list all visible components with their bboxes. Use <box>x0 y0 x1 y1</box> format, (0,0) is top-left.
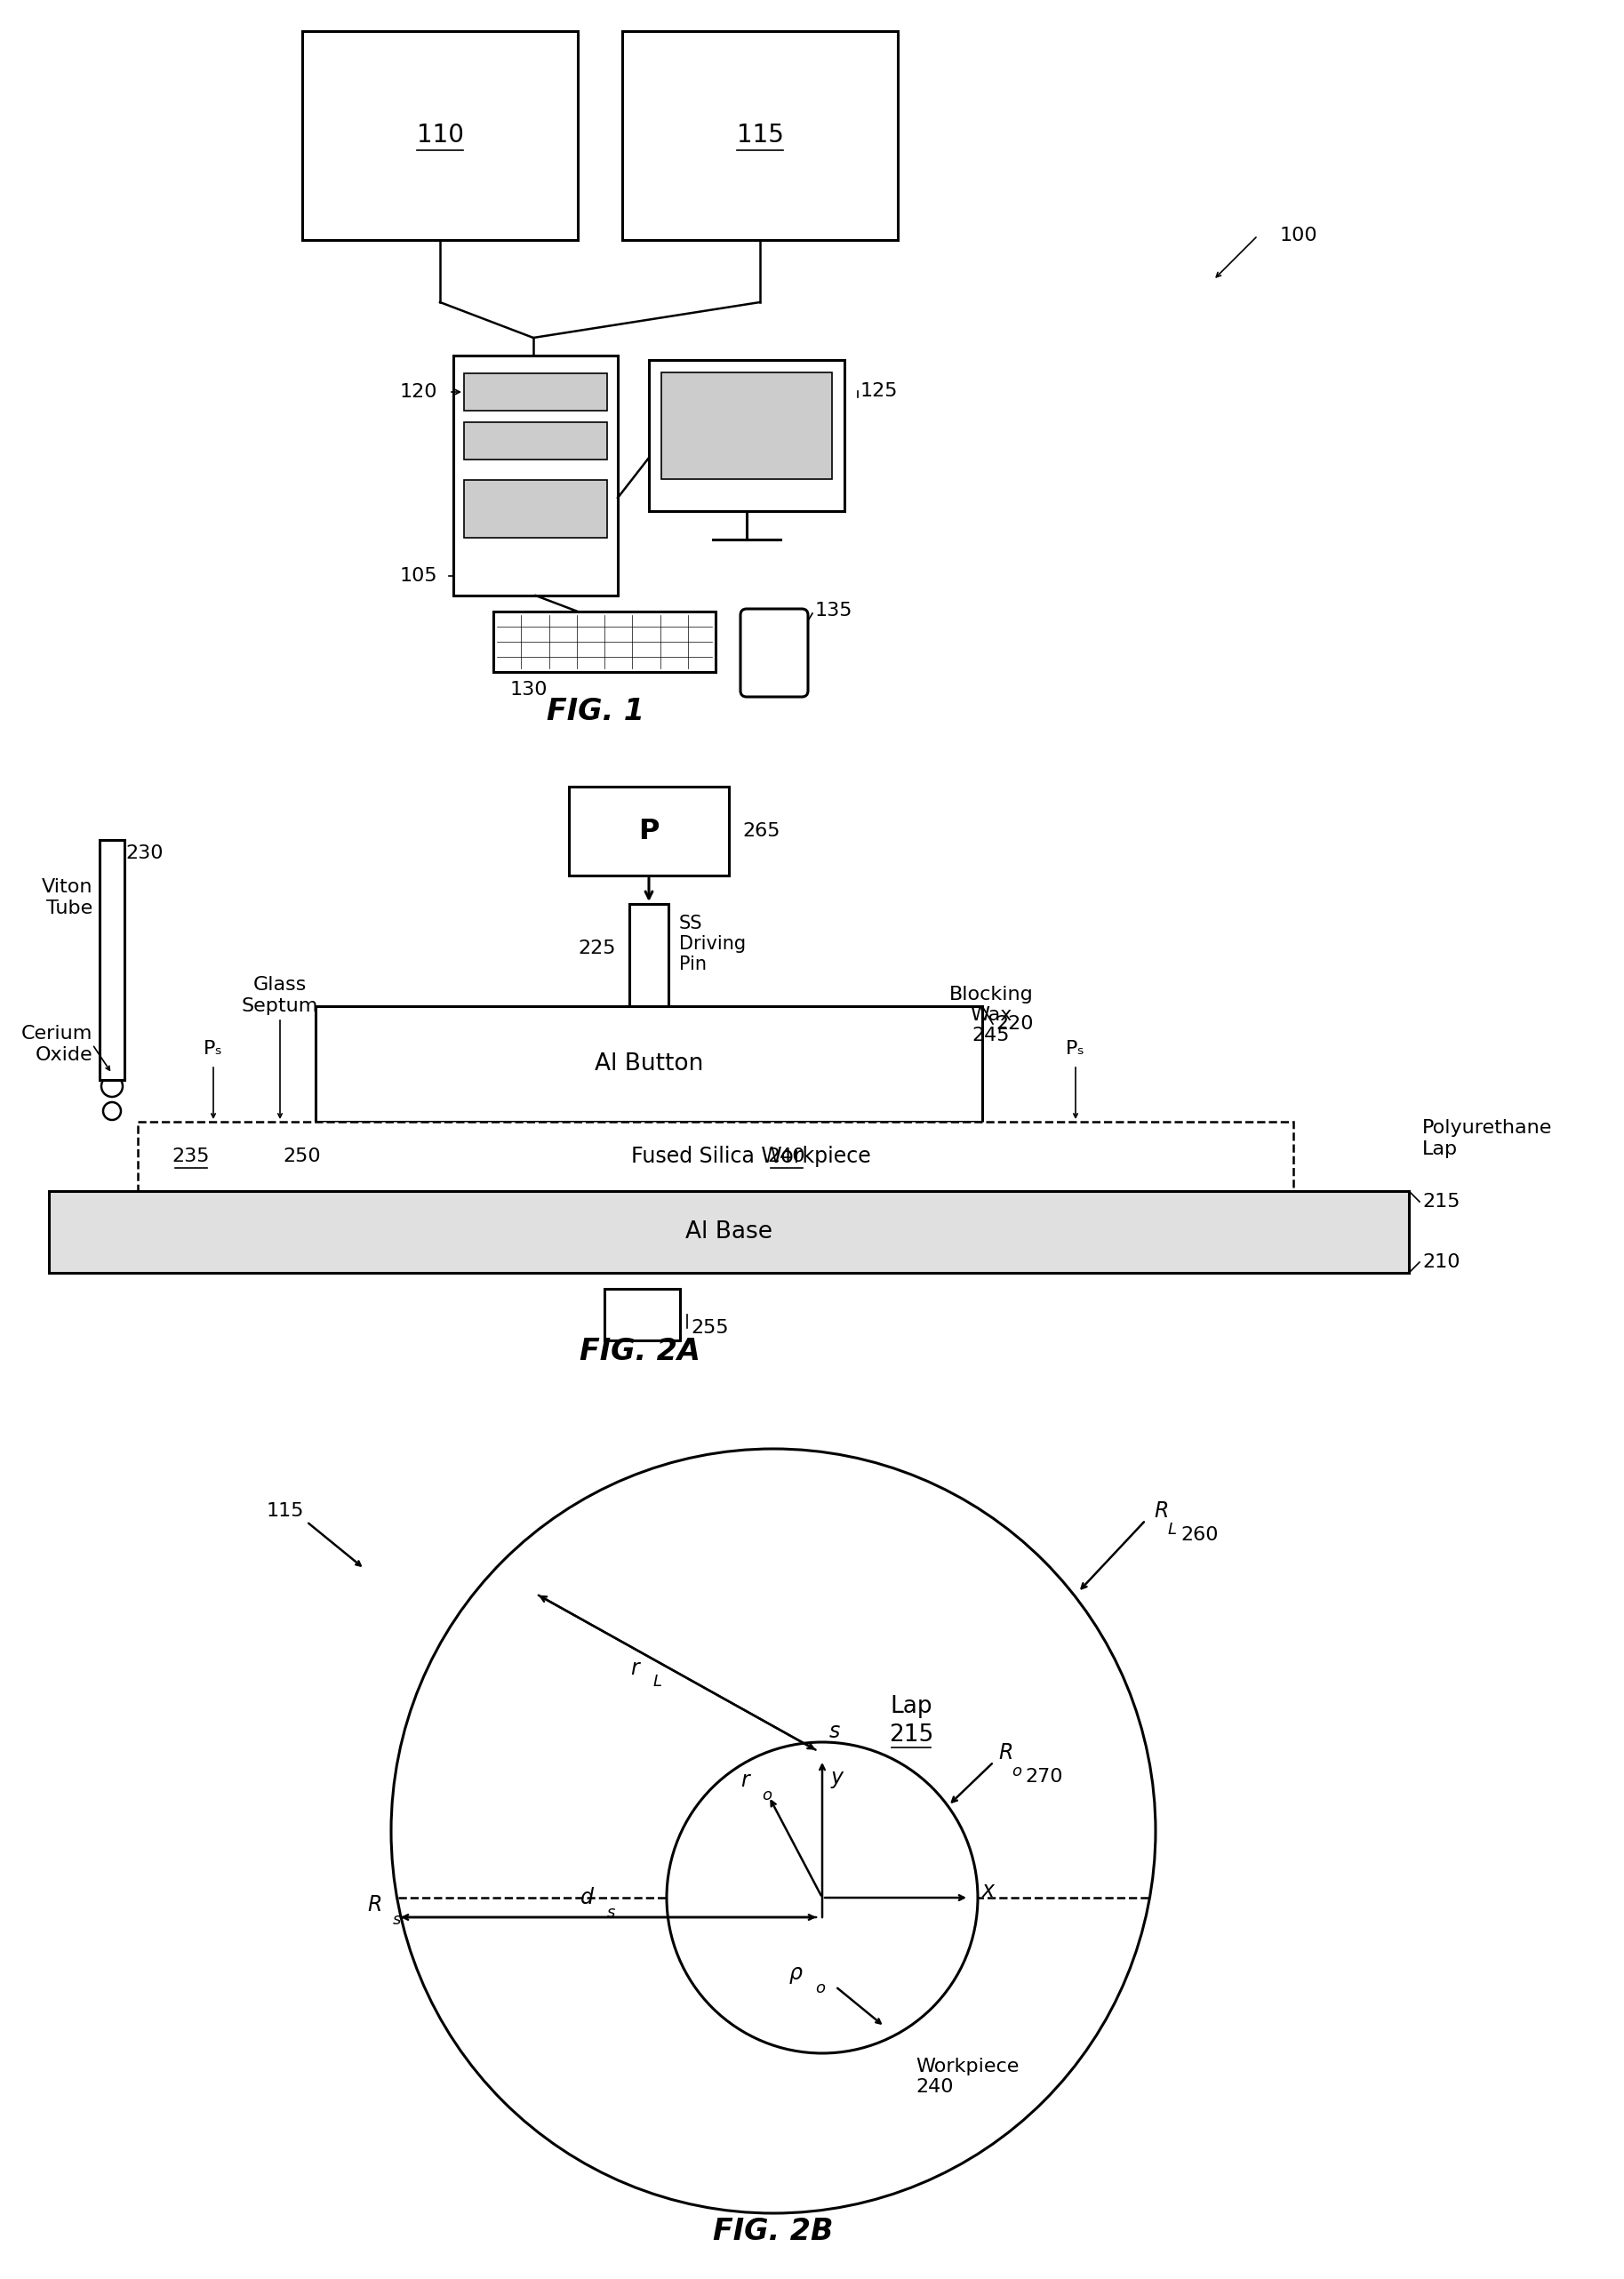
Text: 130: 130 <box>510 681 547 700</box>
Bar <box>661 371 831 479</box>
Bar <box>464 481 607 538</box>
Text: s: s <box>830 1721 840 1741</box>
Bar <box>453 356 617 595</box>
Text: L: L <box>1168 1522 1177 1538</box>
Text: o: o <box>762 1787 771 1803</box>
Text: s: s <box>393 1912 401 1928</box>
FancyBboxPatch shape <box>741 608 809 697</box>
Text: L: L <box>653 1673 661 1689</box>
Text: FIG. 1: FIG. 1 <box>547 697 645 725</box>
Text: 225: 225 <box>578 939 615 957</box>
Bar <box>315 1005 983 1121</box>
Text: Cerium
Oxide: Cerium Oxide <box>21 1026 93 1064</box>
Bar <box>138 1121 1293 1192</box>
Text: Blocking
Wax
245: Blocking Wax 245 <box>948 985 1033 1044</box>
Text: s: s <box>607 1905 615 1921</box>
Text: 250: 250 <box>283 1149 322 1165</box>
Text: 115: 115 <box>266 1502 304 1520</box>
Bar <box>622 32 898 239</box>
Text: 215: 215 <box>888 1723 934 1746</box>
Text: 220: 220 <box>996 1014 1033 1032</box>
Text: Pₛ: Pₛ <box>1065 1039 1085 1057</box>
Bar <box>99 841 125 1080</box>
Text: P: P <box>638 818 659 846</box>
Text: Polyurethane
Lap: Polyurethane Lap <box>1423 1119 1553 1158</box>
Text: o: o <box>815 1980 825 1996</box>
Bar <box>650 360 844 510</box>
Text: r: r <box>741 1771 749 1791</box>
Bar <box>302 32 578 239</box>
Text: Al Button: Al Button <box>594 1053 703 1076</box>
Bar <box>630 905 669 1005</box>
Text: R: R <box>999 1743 1013 1764</box>
Text: Lap: Lap <box>890 1696 932 1718</box>
Text: 270: 270 <box>1025 1769 1062 1787</box>
Bar <box>568 786 729 875</box>
Text: 230: 230 <box>125 846 162 861</box>
Text: R: R <box>1155 1500 1169 1522</box>
Text: r: r <box>630 1657 640 1680</box>
Text: x: x <box>983 1880 994 1901</box>
Text: 265: 265 <box>742 823 780 841</box>
Text: FIG. 2A: FIG. 2A <box>580 1335 700 1365</box>
Text: 210: 210 <box>1423 1253 1460 1272</box>
Text: Glass
Septum: Glass Septum <box>242 975 318 1014</box>
Bar <box>464 422 607 460</box>
Bar <box>494 611 716 672</box>
Text: Fused Silica Workpiece: Fused Silica Workpiece <box>632 1146 870 1167</box>
Text: y: y <box>831 1766 843 1789</box>
Text: 115: 115 <box>737 123 783 148</box>
Circle shape <box>391 1449 1156 2213</box>
Text: 100: 100 <box>1280 226 1319 244</box>
Text: 125: 125 <box>861 383 898 401</box>
Text: Pₛ: Pₛ <box>203 1039 222 1057</box>
Text: R: R <box>367 1894 382 1914</box>
Circle shape <box>667 1741 978 2053</box>
Text: Viton
Tube: Viton Tube <box>41 877 93 916</box>
Text: Al Base: Al Base <box>685 1219 773 1244</box>
Text: 255: 255 <box>690 1320 729 1338</box>
Text: d: d <box>580 1887 593 1908</box>
Text: Workpiece: Workpiece <box>916 2058 1018 2076</box>
Bar <box>604 1290 680 1340</box>
Text: 135: 135 <box>815 602 853 620</box>
Text: 105: 105 <box>400 567 438 586</box>
Text: 120: 120 <box>400 383 438 401</box>
Text: SS
Driving
Pin: SS Driving Pin <box>679 914 745 973</box>
Text: 240: 240 <box>768 1149 806 1165</box>
Text: 240: 240 <box>916 2078 953 2097</box>
Text: o: o <box>1012 1764 1021 1780</box>
Bar <box>464 374 607 410</box>
Text: 260: 260 <box>1181 1527 1220 1545</box>
Bar <box>49 1192 1410 1274</box>
Text: 215: 215 <box>1423 1192 1460 1210</box>
Text: 110: 110 <box>416 123 463 148</box>
Text: ρ: ρ <box>789 1962 802 1985</box>
Text: FIG. 2B: FIG. 2B <box>713 2217 833 2245</box>
Text: 235: 235 <box>172 1149 209 1165</box>
